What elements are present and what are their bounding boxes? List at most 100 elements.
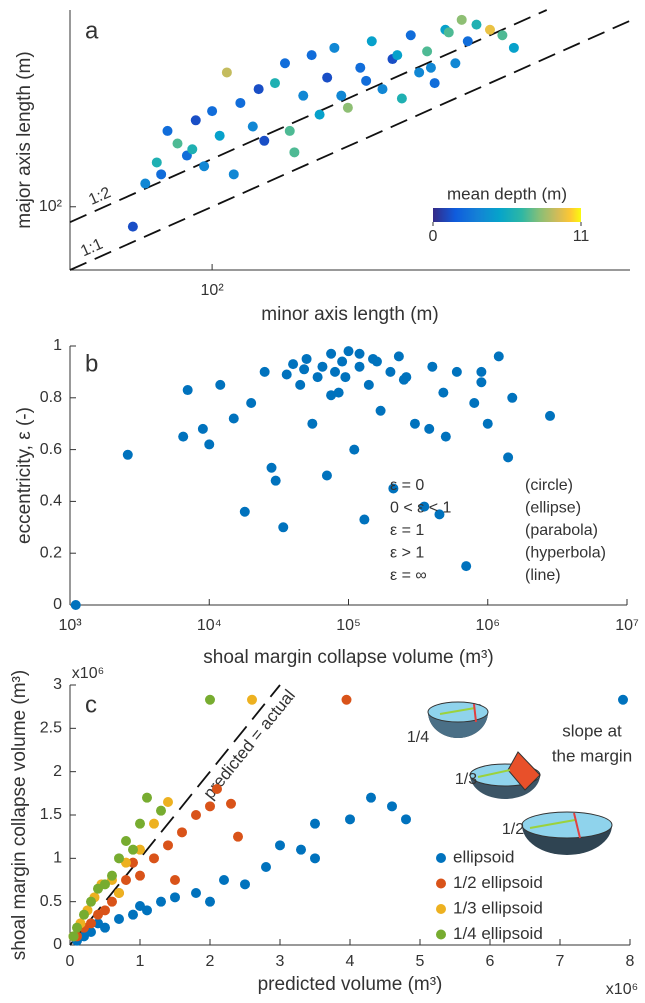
point xyxy=(156,805,166,816)
point xyxy=(199,161,210,172)
point xyxy=(172,138,183,149)
point xyxy=(310,853,320,864)
point xyxy=(366,36,377,47)
point xyxy=(456,14,467,25)
point xyxy=(354,361,365,372)
y-tick-label: 0.8 xyxy=(40,389,62,406)
point xyxy=(162,125,173,136)
inset-label: 1/2 xyxy=(502,821,524,838)
x-tick-label: 6 xyxy=(486,953,495,970)
point xyxy=(151,157,162,168)
colorbar-tick-label: 11 xyxy=(573,228,590,245)
point xyxy=(284,125,295,136)
inset-note: slope at xyxy=(562,721,622,740)
case-condition: ε = 1 xyxy=(390,522,424,539)
point xyxy=(135,844,145,855)
point xyxy=(312,372,323,383)
point xyxy=(253,84,264,95)
point xyxy=(314,109,325,120)
point xyxy=(204,439,215,450)
point xyxy=(345,814,355,825)
y-tick-label: 0 xyxy=(53,936,62,953)
point xyxy=(545,410,556,421)
x-axis-label: predicted volume (m³) xyxy=(258,974,443,995)
point xyxy=(321,470,332,481)
point xyxy=(170,892,180,903)
point xyxy=(392,50,403,61)
point xyxy=(239,506,250,517)
point xyxy=(329,42,340,53)
point xyxy=(226,798,236,809)
x-tick-label: 10⁷ xyxy=(615,617,639,634)
point xyxy=(317,361,328,372)
point xyxy=(140,178,151,189)
point xyxy=(493,351,504,362)
point xyxy=(296,844,306,855)
point xyxy=(135,870,145,881)
point xyxy=(326,348,337,359)
y-tick-label: 1 xyxy=(53,850,62,867)
point xyxy=(135,901,145,911)
point xyxy=(340,372,351,383)
point xyxy=(461,561,472,572)
point xyxy=(387,801,397,812)
point xyxy=(471,19,482,30)
x-axis-label: minor axis length (m) xyxy=(261,304,438,325)
y-tick-label: 2.5 xyxy=(40,720,62,737)
case-name: (line) xyxy=(525,567,561,584)
point xyxy=(462,36,473,47)
point xyxy=(424,423,435,434)
point xyxy=(205,896,215,907)
x-tick-label: 10⁶ xyxy=(476,617,500,634)
y-axis-label: major axis length (m) xyxy=(14,51,35,228)
point xyxy=(425,62,436,73)
y-axis-label: eccentricity, ε (-) xyxy=(14,407,35,544)
point xyxy=(149,853,159,864)
point xyxy=(355,62,366,73)
case-name: (circle) xyxy=(525,477,573,494)
point xyxy=(507,392,518,403)
point xyxy=(170,875,180,885)
point xyxy=(377,84,388,95)
point xyxy=(306,50,317,61)
inset-label: 1/4 xyxy=(407,729,429,746)
legend-label: 1/3 ellipsoid xyxy=(453,898,543,917)
point xyxy=(469,397,480,408)
point xyxy=(336,90,347,101)
point xyxy=(114,853,124,864)
point xyxy=(476,377,487,388)
point xyxy=(70,600,81,610)
point xyxy=(86,896,96,907)
x-tick-label: 10³ xyxy=(58,617,82,634)
point xyxy=(266,462,277,473)
reference-line xyxy=(69,19,631,271)
point xyxy=(438,387,449,398)
point xyxy=(450,58,461,69)
point xyxy=(363,379,374,390)
point xyxy=(93,918,103,929)
point xyxy=(396,93,407,104)
point xyxy=(409,418,420,429)
point xyxy=(187,144,198,155)
y-tick-label: 0.5 xyxy=(40,893,62,910)
point xyxy=(68,931,79,942)
point xyxy=(440,431,451,442)
point xyxy=(261,862,271,872)
point xyxy=(476,366,487,377)
point xyxy=(163,797,173,807)
case-name: (ellipse) xyxy=(525,500,581,517)
point xyxy=(371,356,382,367)
case-condition: ε = 0 xyxy=(390,477,424,494)
point xyxy=(427,361,438,372)
point xyxy=(128,844,138,855)
y-tick-label: 0.4 xyxy=(40,493,62,510)
case-condition: ε = ∞ xyxy=(390,567,427,584)
colorbar xyxy=(433,208,581,222)
point xyxy=(337,356,348,367)
point xyxy=(354,348,365,359)
point xyxy=(343,346,354,357)
point xyxy=(484,24,495,35)
point xyxy=(114,914,124,924)
y-axis-label: shoal margin collapse volume (m³) xyxy=(9,670,30,960)
legend-label: 1/2 ellipsoid xyxy=(453,873,543,892)
